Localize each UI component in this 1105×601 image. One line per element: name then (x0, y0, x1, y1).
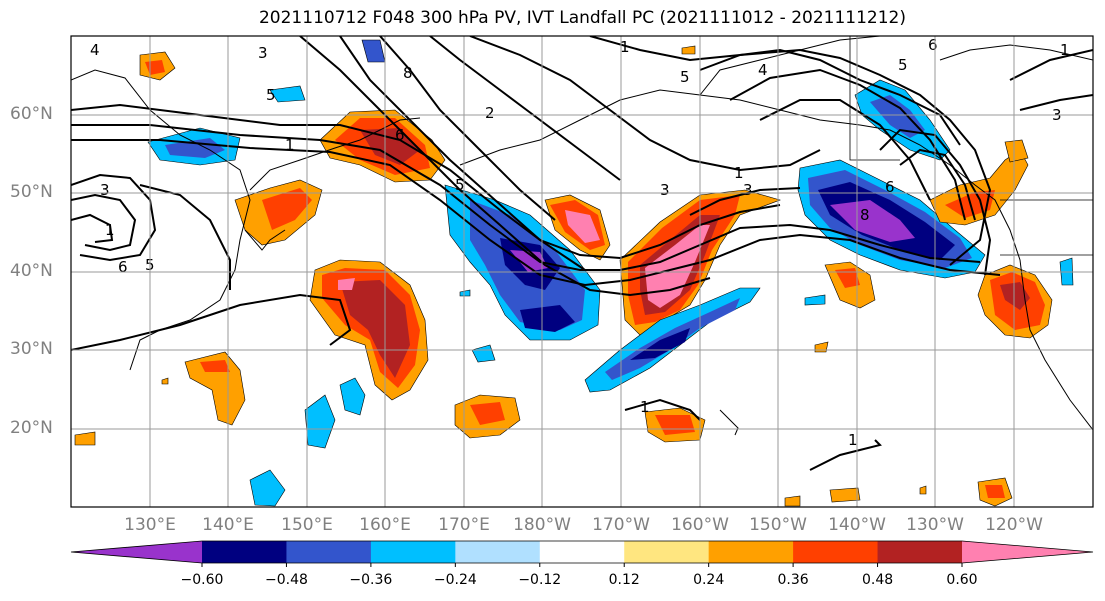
colorbar-bin (708, 541, 794, 563)
colorbar-bin (370, 541, 456, 563)
lon-label: 140°W (828, 515, 886, 535)
lon-label: 140°E (202, 515, 254, 535)
lat-label: 20°N (10, 418, 53, 438)
colorbar-tick-label: 0.60 (946, 572, 978, 588)
colorbar-tick-label: 0.24 (693, 572, 725, 588)
contour-label: 3 (660, 181, 670, 199)
contour-label: 4 (758, 61, 768, 79)
contour-label: 5 (898, 56, 908, 74)
lon-label: 170°E (438, 515, 490, 535)
contour-label: 3 (258, 44, 268, 62)
colorbar-bin (202, 541, 287, 563)
colorbar-tick-label: 0.48 (861, 572, 894, 588)
contour-label: 8 (403, 64, 413, 82)
lat-label: 60°N (10, 104, 53, 124)
graticule (71, 36, 1093, 507)
lat-label: 40°N (10, 261, 53, 281)
colorbar-extend-high (962, 541, 1093, 563)
colorbar-tick-label: −0.24 (433, 572, 477, 588)
lon-label: 180°W (513, 515, 571, 535)
contour-label: 1 (1060, 41, 1070, 59)
lon-label: 120°W (985, 515, 1043, 535)
lon-label: 150°E (281, 515, 333, 535)
lat-label: 50°N (10, 182, 53, 202)
colorbar-bin (877, 541, 963, 563)
contour-label: 8 (860, 206, 870, 224)
lon-label: 160°W (671, 515, 729, 535)
contour-label: 5 (680, 68, 690, 86)
contour-label: 2 (485, 104, 495, 122)
colorbar-bin (455, 541, 541, 563)
contour-label: 6 (928, 36, 938, 54)
colorbar-extend-low (71, 541, 202, 563)
contour-label: 1 (640, 398, 650, 416)
lon-label: 130°W (906, 515, 964, 535)
contour-lines (71, 36, 1093, 471)
colorbar-bin (286, 541, 372, 563)
colorbar-tick-label: −0.12 (518, 572, 562, 588)
colorbar-tick-label: −0.36 (349, 572, 393, 588)
colorbar-tick-label: 0.12 (608, 572, 640, 588)
colorbar-bin (539, 541, 625, 563)
contour-label: 1 (620, 38, 630, 56)
colorbar (70, 540, 1094, 567)
contour-label: 6 (395, 126, 405, 144)
map-frame (70, 35, 1094, 508)
colorbar-tick-label: −0.60 (180, 572, 224, 588)
colorbar-bin (624, 541, 710, 563)
colorbar-tick-label: −0.48 (264, 572, 308, 588)
contour-label: 6 (118, 258, 128, 276)
contour-label: 1 (734, 164, 744, 182)
contour-label: 4 (90, 41, 100, 59)
lon-label: 150°W (749, 515, 807, 535)
lon-label: 170°W (592, 515, 650, 535)
contour-label: 1 (848, 431, 858, 449)
colorbar-tick-label: 0.36 (777, 572, 809, 588)
contour-label: 6 (885, 178, 895, 196)
contour-label: 5 (266, 86, 276, 104)
lon-label: 130°E (124, 515, 176, 535)
colorbar-bin (793, 541, 879, 563)
contour-label: 3 (100, 181, 110, 199)
contour-label: 1 (285, 136, 295, 154)
contour-label: 1 (105, 221, 115, 239)
lat-label: 30°N (10, 339, 53, 359)
contour-label: 5 (455, 176, 465, 194)
map-title: 2021110712 F048 300 hPa PV, IVT Landfall… (258, 8, 906, 28)
contour-label: 3 (743, 181, 753, 199)
lon-label: 160°E (359, 515, 411, 535)
